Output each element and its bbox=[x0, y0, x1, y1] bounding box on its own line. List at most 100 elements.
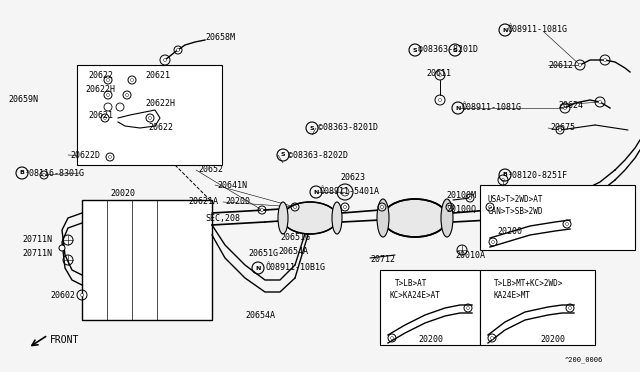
Text: ©08363-8201D: ©08363-8201D bbox=[418, 45, 478, 55]
Text: 20641N: 20641N bbox=[217, 180, 247, 189]
Text: USA>T>2WD>AT: USA>T>2WD>AT bbox=[487, 196, 543, 205]
Circle shape bbox=[566, 222, 568, 225]
Circle shape bbox=[488, 205, 492, 208]
Text: B: B bbox=[502, 173, 508, 177]
Circle shape bbox=[131, 78, 134, 81]
Text: ©08363-8201D: ©08363-8201D bbox=[318, 124, 378, 132]
Text: ©08363-8202D: ©08363-8202D bbox=[288, 151, 348, 160]
Bar bbox=[380, 270, 480, 345]
Circle shape bbox=[438, 99, 442, 102]
Text: T>LB>AT: T>LB>AT bbox=[395, 279, 428, 289]
Text: Ô08911-1081G: Ô08911-1081G bbox=[462, 103, 522, 112]
Circle shape bbox=[490, 337, 493, 340]
Text: S: S bbox=[452, 48, 458, 52]
Text: 20100M: 20100M bbox=[446, 192, 476, 201]
Ellipse shape bbox=[383, 199, 447, 237]
Text: FRONT: FRONT bbox=[50, 335, 79, 345]
Circle shape bbox=[177, 48, 179, 51]
Text: Ô08911-1081G: Ô08911-1081G bbox=[508, 26, 568, 35]
Text: ²08120-8251F: ²08120-8251F bbox=[508, 170, 568, 180]
Text: 20622: 20622 bbox=[88, 71, 113, 80]
Bar bbox=[480, 185, 635, 250]
Circle shape bbox=[568, 307, 572, 310]
Text: 20200: 20200 bbox=[497, 228, 522, 237]
Circle shape bbox=[390, 337, 394, 340]
Text: 20651G: 20651G bbox=[248, 250, 278, 259]
Text: 20654A: 20654A bbox=[278, 247, 308, 257]
Text: Ô08911-5401A: Ô08911-5401A bbox=[320, 187, 380, 196]
Text: 20622: 20622 bbox=[148, 124, 173, 132]
Text: 20010A: 20010A bbox=[455, 250, 485, 260]
Bar bbox=[480, 270, 595, 345]
Text: 20611: 20611 bbox=[426, 68, 451, 77]
Text: 20659N: 20659N bbox=[8, 96, 38, 105]
Circle shape bbox=[604, 58, 607, 61]
Circle shape bbox=[106, 78, 109, 81]
Circle shape bbox=[579, 64, 582, 67]
Text: S: S bbox=[310, 125, 314, 131]
Ellipse shape bbox=[441, 199, 453, 237]
Text: Ô08911-10B1G: Ô08911-10B1G bbox=[265, 263, 325, 273]
Text: 20622D: 20622D bbox=[70, 151, 100, 160]
Circle shape bbox=[381, 205, 383, 208]
Text: 20712: 20712 bbox=[370, 256, 395, 264]
Circle shape bbox=[563, 106, 566, 109]
Text: SEC,208: SEC,208 bbox=[205, 214, 240, 222]
Text: 20654A: 20654A bbox=[245, 311, 275, 320]
Text: KC>KA24E>AT: KC>KA24E>AT bbox=[389, 291, 440, 299]
Circle shape bbox=[59, 245, 65, 251]
Circle shape bbox=[81, 294, 83, 296]
Text: 20675: 20675 bbox=[550, 124, 575, 132]
Circle shape bbox=[109, 155, 111, 158]
Text: B: B bbox=[20, 170, 24, 176]
Text: N: N bbox=[314, 189, 319, 195]
Text: KA24E>MT: KA24E>MT bbox=[494, 291, 531, 299]
Text: 20711N: 20711N bbox=[22, 248, 52, 257]
Circle shape bbox=[468, 196, 472, 199]
Text: ^200_0006: ^200_0006 bbox=[565, 357, 604, 363]
Circle shape bbox=[148, 116, 152, 119]
Text: 20652: 20652 bbox=[198, 166, 223, 174]
Text: 20621: 20621 bbox=[88, 110, 113, 119]
Text: S: S bbox=[413, 48, 417, 52]
Circle shape bbox=[598, 100, 602, 103]
Text: 20621A: 20621A bbox=[188, 198, 218, 206]
Circle shape bbox=[449, 205, 451, 208]
Ellipse shape bbox=[332, 202, 342, 234]
Circle shape bbox=[438, 74, 442, 77]
Circle shape bbox=[492, 241, 495, 244]
Ellipse shape bbox=[377, 199, 389, 237]
Circle shape bbox=[294, 205, 296, 208]
Circle shape bbox=[260, 208, 264, 212]
Circle shape bbox=[502, 179, 504, 182]
Text: CAN>T>SB>2WD: CAN>T>SB>2WD bbox=[487, 206, 543, 215]
Text: T>LB>MT+KC>2WD>: T>LB>MT+KC>2WD> bbox=[494, 279, 563, 289]
Circle shape bbox=[125, 93, 129, 96]
Bar bbox=[82, 200, 212, 320]
Circle shape bbox=[42, 173, 45, 176]
Text: 20621: 20621 bbox=[145, 71, 170, 80]
Text: 20200: 20200 bbox=[418, 336, 443, 344]
Circle shape bbox=[163, 58, 166, 61]
Text: 20602: 20602 bbox=[50, 291, 75, 299]
Text: S: S bbox=[281, 153, 285, 157]
Text: 20020: 20020 bbox=[110, 189, 135, 198]
Text: 20711N: 20711N bbox=[22, 235, 52, 244]
Circle shape bbox=[467, 307, 470, 310]
Text: 20624: 20624 bbox=[558, 100, 583, 109]
Circle shape bbox=[344, 205, 346, 208]
Circle shape bbox=[106, 93, 109, 96]
Bar bbox=[77, 65, 222, 165]
Ellipse shape bbox=[282, 202, 337, 234]
Circle shape bbox=[104, 116, 106, 119]
Text: 20658M: 20658M bbox=[205, 33, 235, 42]
Text: N: N bbox=[502, 28, 508, 32]
Text: N: N bbox=[255, 266, 260, 270]
Text: N: N bbox=[455, 106, 461, 110]
Text: 20623: 20623 bbox=[340, 173, 365, 183]
Text: 20651G: 20651G bbox=[280, 234, 310, 243]
Text: 20100Q: 20100Q bbox=[446, 205, 476, 214]
Text: 20200: 20200 bbox=[225, 198, 250, 206]
Text: 20622H: 20622H bbox=[85, 86, 115, 94]
Circle shape bbox=[559, 128, 561, 131]
